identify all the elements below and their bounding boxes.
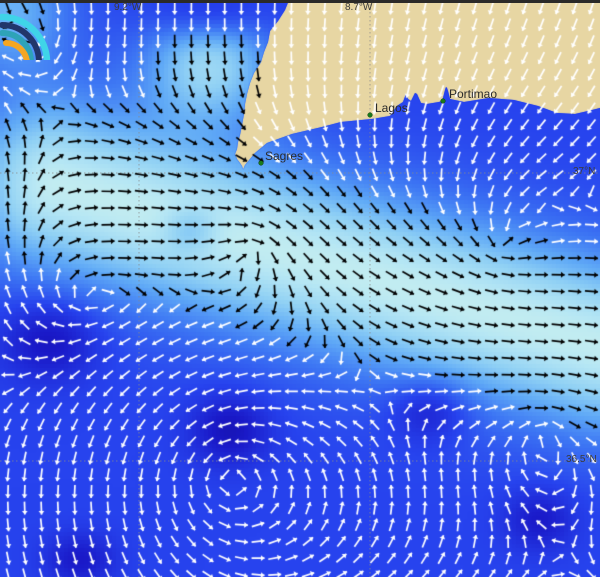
svg-text:Lagos: Lagos — [375, 101, 408, 115]
svg-text:Portimao: Portimao — [449, 87, 497, 101]
svg-text:Sagres: Sagres — [265, 149, 303, 163]
